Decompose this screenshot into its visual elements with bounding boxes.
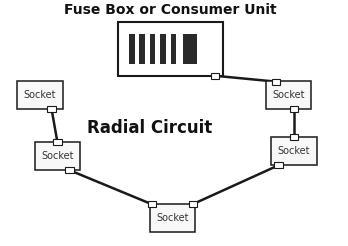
Text: Fuse Box or Consumer Unit: Fuse Box or Consumer Unit <box>64 3 277 17</box>
FancyBboxPatch shape <box>53 139 62 145</box>
FancyBboxPatch shape <box>266 80 311 109</box>
Text: Socket: Socket <box>24 90 56 100</box>
FancyBboxPatch shape <box>290 106 298 112</box>
FancyBboxPatch shape <box>150 34 155 64</box>
Text: Radial Circuit: Radial Circuit <box>87 119 212 137</box>
FancyBboxPatch shape <box>290 134 298 140</box>
FancyBboxPatch shape <box>271 137 317 165</box>
FancyBboxPatch shape <box>274 162 283 168</box>
FancyBboxPatch shape <box>47 106 56 112</box>
FancyBboxPatch shape <box>65 167 74 173</box>
FancyBboxPatch shape <box>17 80 63 109</box>
Text: Socket: Socket <box>156 213 189 223</box>
FancyBboxPatch shape <box>35 142 80 170</box>
FancyBboxPatch shape <box>189 201 197 207</box>
FancyBboxPatch shape <box>183 34 197 64</box>
FancyBboxPatch shape <box>129 34 134 64</box>
FancyBboxPatch shape <box>272 79 280 85</box>
FancyBboxPatch shape <box>118 22 223 76</box>
Text: Socket: Socket <box>272 90 305 100</box>
FancyBboxPatch shape <box>148 201 156 207</box>
Text: Socket: Socket <box>41 151 74 161</box>
FancyBboxPatch shape <box>171 34 176 64</box>
FancyBboxPatch shape <box>150 204 195 232</box>
Text: Socket: Socket <box>278 146 310 156</box>
FancyBboxPatch shape <box>211 73 219 79</box>
FancyBboxPatch shape <box>160 34 166 64</box>
FancyBboxPatch shape <box>139 34 145 64</box>
